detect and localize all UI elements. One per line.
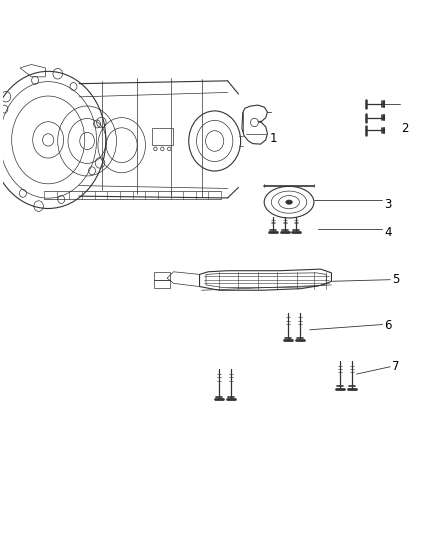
Text: 1: 1 [269,132,277,146]
Text: 5: 5 [392,273,399,286]
Text: 2: 2 [401,122,409,135]
Text: 4: 4 [384,225,392,239]
Text: 6: 6 [384,319,392,332]
Ellipse shape [286,200,292,204]
Text: 3: 3 [384,198,391,211]
Text: 7: 7 [392,360,399,373]
